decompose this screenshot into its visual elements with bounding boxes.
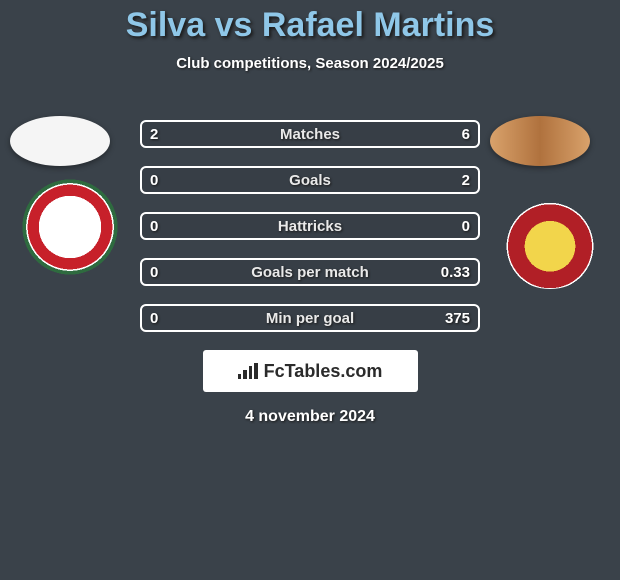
player-right-avatar (490, 116, 590, 166)
date-text: 4 november 2024 (0, 408, 620, 426)
club-left-badge-icon (20, 172, 120, 282)
stat-label: Goals (142, 168, 478, 192)
title-vs: vs (215, 6, 253, 44)
brand-logo: FcTables.com (203, 350, 418, 392)
title-player2: Rafael Martins (262, 6, 494, 44)
stat-row-min-per-goal: 0 Min per goal 375 (140, 304, 480, 332)
player-left-avatar (10, 116, 110, 166)
stat-right-value: 6 (454, 122, 478, 146)
stat-right-value: 0.33 (433, 260, 478, 284)
stat-label: Matches (142, 122, 478, 146)
stat-row-matches: 2 Matches 6 (140, 120, 480, 148)
brand-text: FcTables.com (264, 361, 383, 382)
stats-table: 2 Matches 6 0 Goals 2 0 Hattricks 0 0 Go… (140, 102, 480, 332)
stat-right-value: 0 (454, 214, 478, 238)
stat-right-value: 375 (437, 306, 478, 330)
comparison-panel: 2 Matches 6 0 Goals 2 0 Hattricks 0 0 Go… (0, 102, 620, 426)
title-player1: Silva (126, 6, 205, 44)
club-right-badge-icon (500, 194, 600, 289)
subtitle: Club competitions, Season 2024/2025 (0, 55, 620, 72)
stat-right-value: 2 (454, 168, 478, 192)
page-title: Silva vs Rafael Martins (0, 0, 620, 45)
stat-label: Hattricks (142, 214, 478, 238)
stat-row-hattricks: 0 Hattricks 0 (140, 212, 480, 240)
stat-row-goals-per-match: 0 Goals per match 0.33 (140, 258, 480, 286)
stat-label: Goals per match (142, 260, 478, 284)
bar-chart-icon (238, 363, 258, 379)
stat-label: Min per goal (142, 306, 478, 330)
stat-row-goals: 0 Goals 2 (140, 166, 480, 194)
